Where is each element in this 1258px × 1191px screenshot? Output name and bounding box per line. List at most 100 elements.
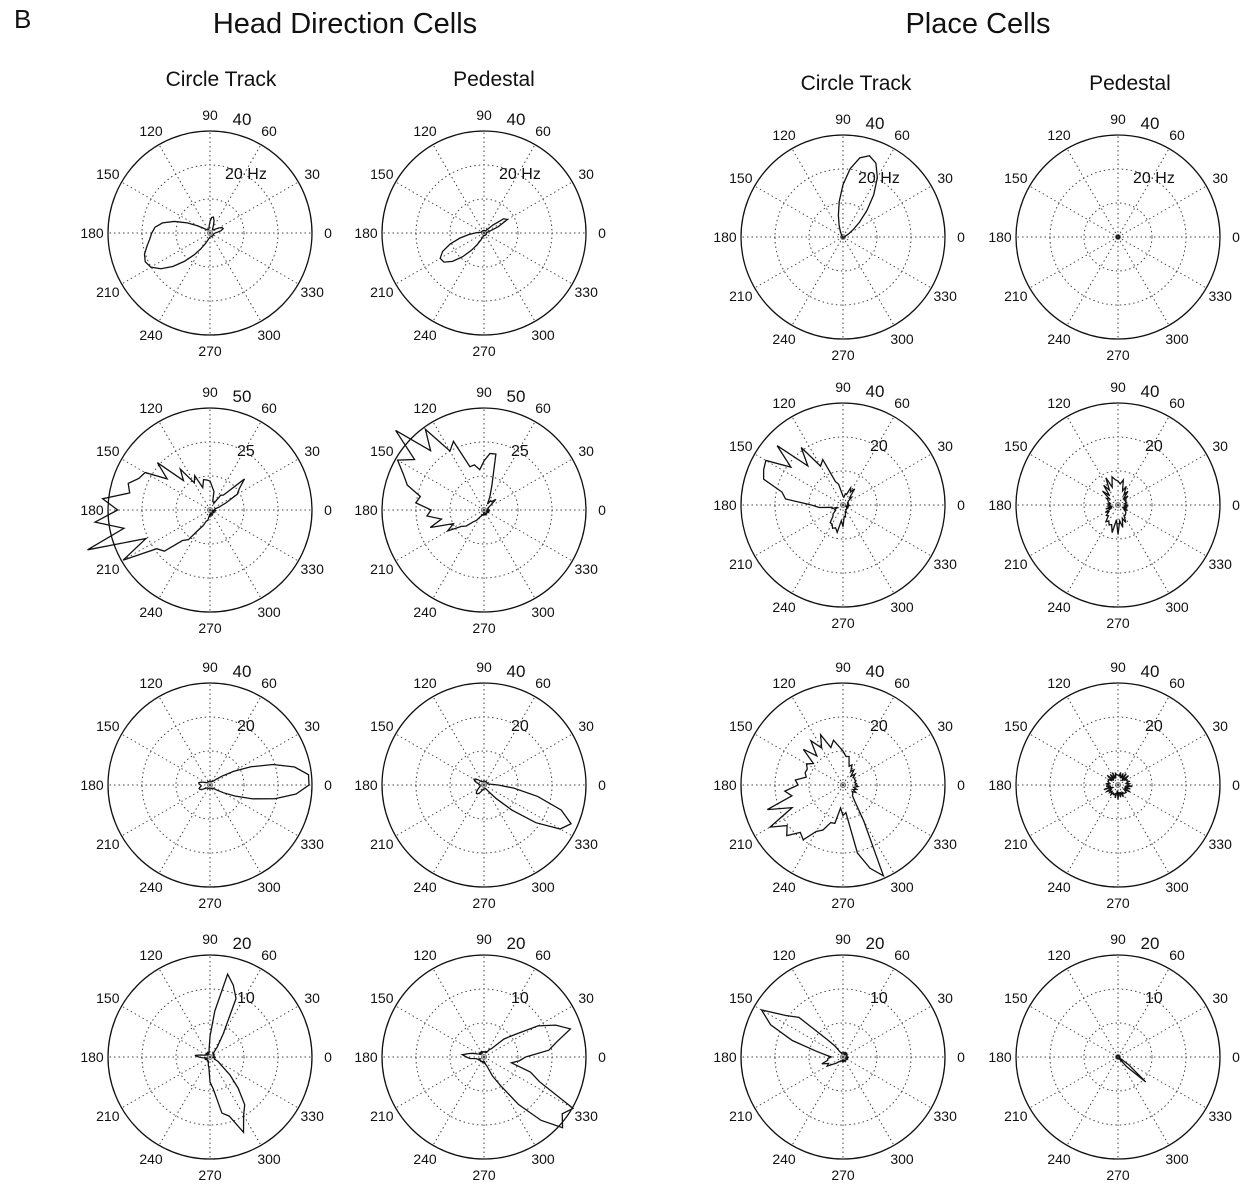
- angle-label-0: 0: [1232, 1049, 1240, 1065]
- grid-ring: [175, 1022, 245, 1092]
- angle-label-0: 0: [1232, 229, 1240, 245]
- angle-label-240: 240: [139, 879, 163, 895]
- grid-ring: [415, 164, 553, 302]
- grid-ring: [415, 716, 553, 854]
- angle-label-30: 30: [304, 718, 320, 734]
- spoke-line: [483, 458, 573, 511]
- spoke-line: [1066, 148, 1119, 238]
- outer-ring: [381, 954, 587, 1160]
- spoke-line: [842, 453, 932, 506]
- angle-label-60: 60: [261, 400, 277, 416]
- outer-ring: [381, 682, 587, 888]
- grid-ring: [808, 1022, 878, 1092]
- rmax-label: 40: [233, 110, 252, 129]
- center-marker: [1115, 234, 1121, 240]
- angle-label-120: 120: [1047, 395, 1071, 411]
- angle-label-300: 300: [531, 327, 555, 343]
- spoke-line: [1117, 504, 1207, 557]
- spoke-line: [209, 509, 299, 562]
- angle-label-180: 180: [713, 497, 737, 513]
- spoke-line: [842, 733, 932, 786]
- angle-label-150: 150: [96, 443, 120, 459]
- column-title-pc-pedestal: Pedestal: [1089, 72, 1171, 95]
- spoke-line: [432, 232, 485, 322]
- firing-rate-polygon: [194, 972, 246, 1134]
- grid-ring: [449, 198, 519, 268]
- angle-label-60: 60: [1169, 395, 1185, 411]
- column-title-hd-pedestal: Pedestal: [453, 68, 535, 91]
- angle-label-330: 330: [1209, 556, 1233, 572]
- angle-label-30: 30: [304, 166, 320, 182]
- angle-label-270: 270: [472, 343, 496, 359]
- angle-label-60: 60: [894, 947, 910, 963]
- grid-ring: [774, 988, 912, 1126]
- angle-label-60: 60: [535, 947, 551, 963]
- angle-label-150: 150: [96, 990, 120, 1006]
- spoke-line: [754, 236, 844, 289]
- angle-label-150: 150: [1004, 438, 1028, 454]
- outer-ring: [107, 407, 313, 613]
- angle-label-0: 0: [324, 1049, 332, 1065]
- angle-label-120: 120: [139, 400, 163, 416]
- spoke-line: [1117, 185, 1207, 238]
- angle-label-120: 120: [1047, 947, 1071, 963]
- spoke-line: [1066, 696, 1119, 786]
- firing-rate-polygon: [760, 1008, 850, 1068]
- firing-rate-polygon: [87, 462, 246, 561]
- spoke-line: [209, 696, 262, 786]
- angle-label-180: 180: [988, 229, 1012, 245]
- spoke-line: [432, 968, 485, 1058]
- rmax-label: 40: [1141, 382, 1160, 401]
- angle-label-120: 120: [139, 123, 163, 139]
- angle-label-330: 330: [934, 836, 958, 852]
- angle-label-90: 90: [202, 384, 218, 400]
- angle-label-330: 330: [575, 1108, 599, 1124]
- spoke-line: [121, 458, 211, 511]
- angle-label-180: 180: [988, 497, 1012, 513]
- angle-label-30: 30: [1212, 990, 1228, 1006]
- spoke-line: [209, 181, 299, 234]
- spoke-line: [1066, 1056, 1119, 1146]
- polar-plot-13: 0 30 60 90 120 150 180 210 240 270 300 330 40 20: [713, 659, 965, 911]
- spoke-line: [1117, 1056, 1170, 1146]
- center-marker: [840, 782, 846, 788]
- angle-label-240: 240: [413, 879, 437, 895]
- angle-label-150: 150: [729, 170, 753, 186]
- spoke-line: [483, 968, 536, 1058]
- grid-ring: [449, 475, 519, 545]
- spoke-line: [1066, 784, 1119, 874]
- firing-rate-polygon: [1115, 1054, 1147, 1083]
- center-marker: [1115, 1054, 1121, 1060]
- angle-label-0: 0: [957, 497, 965, 513]
- angle-label-210: 210: [96, 561, 120, 577]
- angle-label-240: 240: [772, 879, 796, 895]
- mid-ring-label: 10: [870, 990, 888, 1007]
- angle-label-210: 210: [370, 1108, 394, 1124]
- spoke-line: [209, 784, 299, 837]
- firing-rate-polygon: [1115, 234, 1121, 240]
- angle-label-60: 60: [1169, 675, 1185, 691]
- angle-label-240: 240: [1047, 1151, 1071, 1167]
- outer-ring: [381, 407, 587, 613]
- angle-label-150: 150: [370, 718, 394, 734]
- grid-ring: [808, 470, 878, 540]
- panel-letter: B: [14, 4, 32, 34]
- angle-label-270: 270: [1106, 1167, 1130, 1183]
- angle-label-150: 150: [1004, 718, 1028, 734]
- grid-ring: [415, 441, 553, 579]
- angle-label-0: 0: [598, 502, 606, 518]
- angle-label-270: 270: [472, 1167, 496, 1183]
- center-marker: [207, 507, 213, 513]
- angle-label-330: 330: [934, 288, 958, 304]
- grid-ring: [774, 716, 912, 854]
- rmax-label: 40: [866, 382, 885, 401]
- spoke-line: [158, 232, 211, 322]
- mid-ring-label: 20: [237, 718, 255, 735]
- angle-label-30: 30: [304, 990, 320, 1006]
- angle-label-210: 210: [729, 836, 753, 852]
- spoke-line: [432, 509, 485, 599]
- spoke-line: [791, 148, 844, 238]
- outer-ring: [107, 682, 313, 888]
- spoke-line: [1029, 236, 1119, 289]
- spoke-line: [842, 504, 895, 594]
